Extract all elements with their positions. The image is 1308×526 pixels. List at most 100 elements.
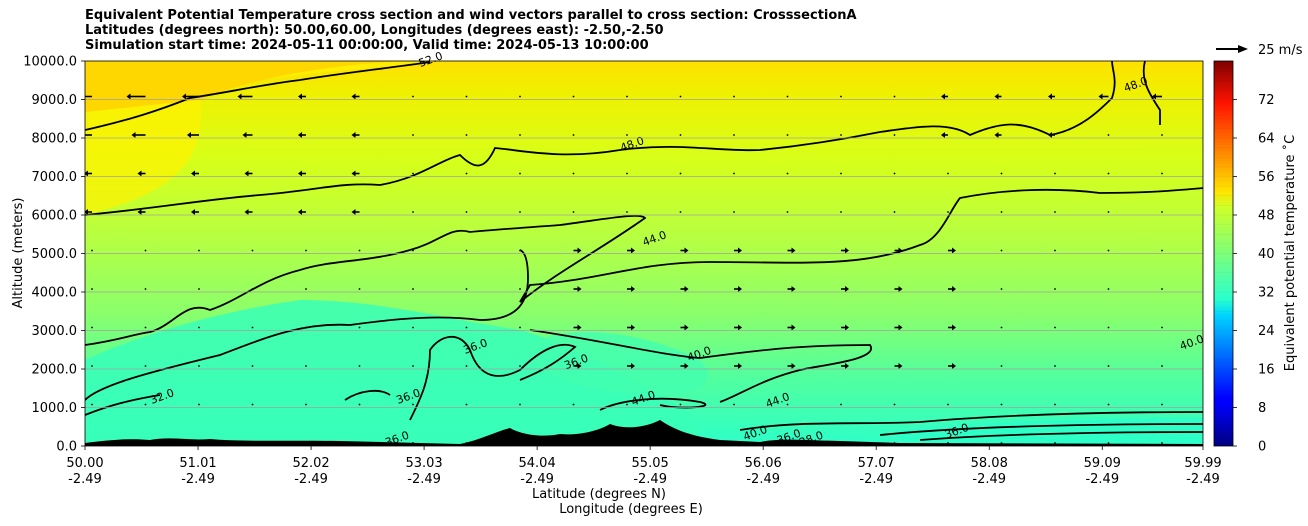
x-axis: 50.00-2.4951.01-2.4952.02-2.4953.03-2.49… (66, 446, 1222, 487)
y-axis-label: Altitude (meters) (11, 198, 26, 309)
wind-vector-head (631, 324, 635, 331)
y-tick-label: 3000.0 (32, 324, 78, 339)
wind-vector-head (244, 170, 249, 177)
wind-vector-head (298, 209, 302, 215)
wind-vector (466, 57, 468, 59)
y-gridlines (85, 99, 1203, 408)
x-tick-label-lat: 59.99 (1184, 456, 1221, 471)
wind-vector (1161, 365, 1163, 367)
colorbar (1214, 61, 1233, 446)
wind-vector (733, 172, 735, 175)
wind-vector-head (994, 132, 999, 138)
wind-vector-head (898, 247, 903, 254)
wind-vector-head (85, 209, 88, 215)
wind-vector-head (351, 93, 356, 100)
wind-vector (679, 134, 682, 136)
wind-vector (144, 288, 147, 290)
contour-surface-band-3 (919, 431, 1203, 441)
wind-vector (465, 442, 468, 444)
wind-vector (305, 249, 307, 252)
wind-vector (358, 442, 361, 444)
wind-vector (1161, 442, 1163, 444)
wind-vector (91, 288, 93, 290)
wind-vectors (85, 55, 1163, 444)
y-tick-label: 10000.0 (23, 55, 77, 70)
wind-vector (1161, 172, 1163, 175)
wind-vector-head (631, 363, 635, 369)
wind-vector (412, 57, 414, 59)
wind-vector (1054, 365, 1056, 367)
colorbar-tick-label: 16 (1258, 363, 1275, 378)
wind-vector-head (941, 132, 945, 138)
contour-48 (85, 61, 1116, 216)
wind-vector (519, 403, 521, 406)
wind-vector-head (351, 209, 356, 215)
wind-vector-head (845, 363, 849, 369)
wind-vector (893, 403, 896, 406)
wind-vector (144, 249, 147, 252)
x-tick-label-lon: -2.49 (1186, 472, 1220, 487)
x-axis-label: Latitude (degrees N) (532, 487, 666, 502)
wind-vector-head (898, 286, 903, 292)
wind-vector (144, 365, 147, 367)
wind-vector (733, 403, 735, 406)
wind-vector (1000, 172, 1003, 175)
y-tick-label: 9000.0 (32, 93, 78, 108)
wind-vector (733, 57, 735, 59)
wind-vector (626, 211, 628, 213)
wind-vector-head (952, 363, 956, 369)
colorbar-tick-label: 24 (1258, 324, 1275, 339)
wind-vector (91, 249, 93, 252)
wind-vector (786, 172, 789, 175)
wind-vector (465, 211, 468, 213)
contour-40 (85, 249, 872, 403)
x-tick-label-lat: 50.00 (66, 456, 103, 471)
wind-vector (626, 57, 628, 59)
wind-vector (358, 288, 361, 290)
wind-vector (198, 442, 200, 444)
wind-vector (573, 57, 575, 59)
y-tick-label: 8000.0 (32, 132, 78, 147)
wind-vector (1107, 326, 1110, 329)
wind-vector (893, 172, 896, 175)
wind-vector (679, 95, 682, 98)
wind-vector (893, 134, 896, 136)
wind-vector (305, 288, 307, 290)
x-tick-label-lat: 52.02 (292, 456, 329, 471)
y-tick-label: 4000.0 (32, 286, 78, 301)
wind-vector-head (126, 93, 131, 100)
colorbar-tick-label: 56 (1258, 170, 1275, 185)
wind-vector (1107, 249, 1110, 252)
wind-vector (251, 442, 254, 444)
wind-vector (786, 134, 789, 136)
y-axis: 0.0 1000.0 2000.0 3000.0 4000.0 5000.0 6000.0 7… (23, 55, 85, 455)
wind-vector-head (994, 93, 999, 100)
title-line-3: Simulation start time: 2024-05-11 00:00:… (85, 38, 649, 53)
y-tick-label: 2000.0 (32, 363, 78, 378)
wind-vector (519, 442, 521, 444)
wind-vector (465, 249, 468, 252)
wind-vector (840, 134, 842, 136)
wind-vector-head (684, 363, 689, 369)
wind-vector-head (1099, 55, 1103, 61)
wind-vector (893, 211, 896, 213)
wind-vector (733, 442, 735, 444)
wind-vector-head (191, 170, 195, 177)
wind-vector-head (791, 247, 796, 254)
wind-vector (465, 288, 468, 290)
wind-vector-head (577, 324, 582, 331)
wind-vector (465, 134, 468, 136)
cool-pocket-center (520, 331, 708, 396)
wind-vector-head (684, 324, 689, 331)
wind-vector (1107, 288, 1110, 290)
colorbar-ticks: 0 8 16 24 32 40 48 56 64 72 (1233, 93, 1275, 455)
wind-vector (572, 134, 575, 136)
wind-vector (412, 211, 414, 213)
contour-48-right (1142, 61, 1161, 125)
wind-vector (840, 57, 842, 59)
wind-vector (840, 172, 842, 175)
cool-region-low (85, 300, 700, 446)
wind-vector-head (351, 170, 356, 177)
wind-vector (358, 249, 361, 252)
wind-vector-head (1048, 93, 1052, 100)
